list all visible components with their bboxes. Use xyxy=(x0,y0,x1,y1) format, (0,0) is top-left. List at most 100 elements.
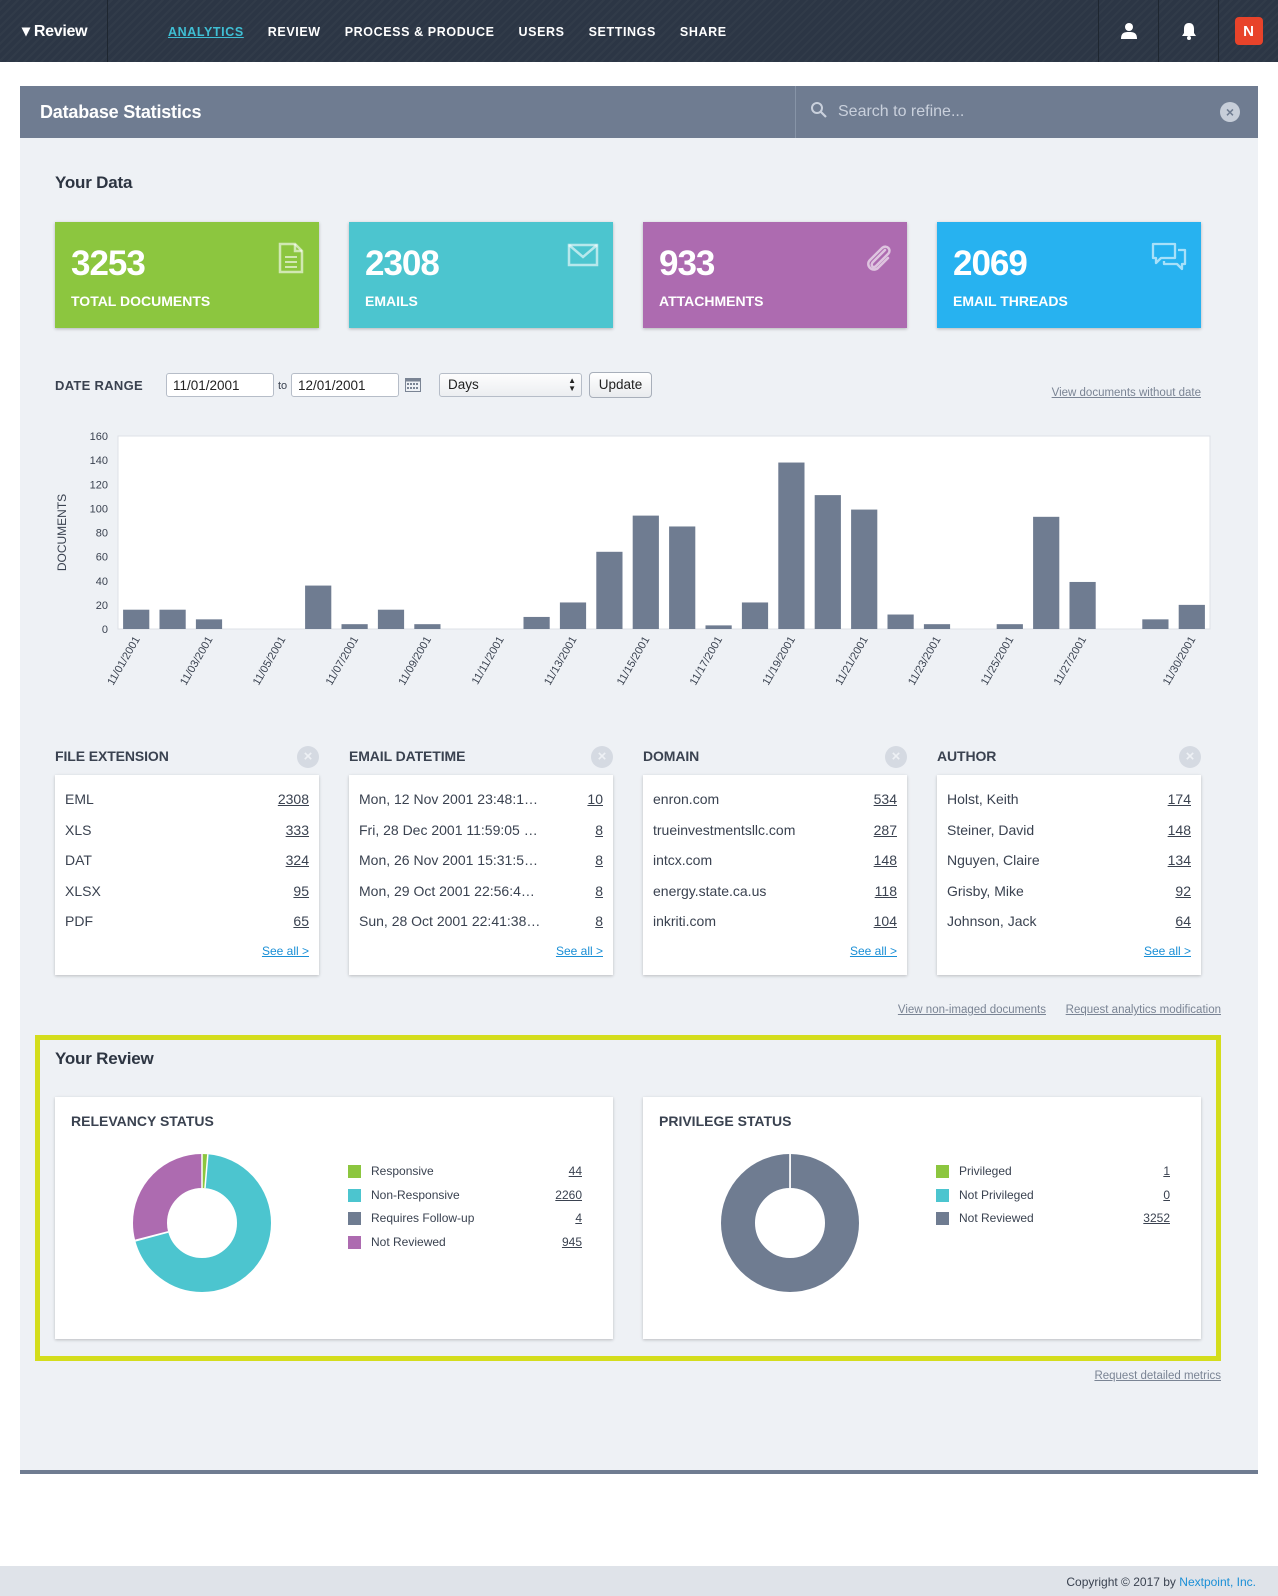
stat-label: EMAIL THREADS xyxy=(953,293,1068,309)
facet-row[interactable]: Sun, 28 Oct 2001 22:41:38… 8 xyxy=(359,913,603,933)
see-all-link[interactable]: See all > xyxy=(555,944,603,958)
see-all-link[interactable]: See all > xyxy=(849,944,897,958)
facet-count-link[interactable]: 174 xyxy=(1167,791,1191,807)
facet-header: FILE EXTENSION × xyxy=(55,746,319,768)
nav-analytics[interactable]: ANALYTICS xyxy=(168,25,244,39)
facet-count-link[interactable]: 534 xyxy=(873,791,897,807)
account-logo-button[interactable]: N xyxy=(1218,0,1278,62)
facet-row[interactable]: inkriti.com 104 xyxy=(653,913,897,933)
x-tick-label: 11/05/2001 xyxy=(251,635,289,688)
facet-row[interactable]: Holst, Keith 174 xyxy=(947,791,1191,811)
facet-count-link[interactable]: 2308 xyxy=(277,791,309,807)
facet-row[interactable]: XLSX 95 xyxy=(65,883,309,903)
facet-count-link[interactable]: 92 xyxy=(1175,882,1191,899)
facet-count-link[interactable]: 148 xyxy=(873,852,897,868)
chart-bar xyxy=(923,624,951,629)
legend-count-link[interactable]: 1 xyxy=(1163,1164,1170,1178)
calendar-icon[interactable] xyxy=(405,377,421,392)
chart-bar xyxy=(1178,604,1205,629)
nav-users[interactable]: USERS xyxy=(518,25,565,39)
facet-count-link[interactable]: 148 xyxy=(1167,821,1191,838)
clear-search-button[interactable]: × xyxy=(1220,102,1240,122)
legend-count-link[interactable]: 2260 xyxy=(555,1187,582,1202)
stat-card-emails[interactable]: 2308 EMAILS xyxy=(349,222,613,328)
facet-count-link[interactable]: 8 xyxy=(595,913,603,929)
facet-row[interactable]: DAT 324 xyxy=(65,852,309,872)
facet-count-link[interactable]: 134 xyxy=(1167,852,1191,868)
stat-card-email-threads[interactable]: 2069 EMAIL THREADS xyxy=(937,222,1201,328)
granularity-select[interactable]: Days ▲ ▼ xyxy=(439,373,582,397)
facet-count-link[interactable]: 10 xyxy=(587,791,603,807)
view-documents-without-date-link[interactable]: View documents without date xyxy=(1051,387,1201,399)
legend-count-link[interactable]: 0 xyxy=(1163,1187,1170,1202)
facet-count-link[interactable]: 64 xyxy=(1175,913,1191,929)
request-analytics-modification-link[interactable]: Request analytics modification xyxy=(1065,1004,1221,1016)
legend-count-link[interactable]: 44 xyxy=(568,1164,582,1178)
facet-count-link[interactable]: 118 xyxy=(874,882,897,899)
facet-row[interactable]: intcx.com 148 xyxy=(653,852,897,872)
date-from-input[interactable] xyxy=(166,373,274,397)
remove-facet-button[interactable]: × xyxy=(297,746,319,768)
chart-bar xyxy=(705,625,732,629)
nav-process-produce[interactable]: PROCESS & PRODUCE xyxy=(344,25,495,39)
notifications-button[interactable] xyxy=(1158,0,1218,62)
legend-label: Privileged xyxy=(959,1164,1012,1178)
remove-facet-button[interactable]: × xyxy=(1179,746,1201,768)
facet-count-link[interactable]: 8 xyxy=(595,852,603,868)
x-tick-label: 11/15/2001 xyxy=(615,635,653,688)
stat-card-total-documents[interactable]: 3253 TOTAL DOCUMENTS xyxy=(55,222,319,328)
app-switcher[interactable]: ▾ Review xyxy=(22,23,88,40)
request-detailed-metrics-link[interactable]: Request detailed metrics xyxy=(1094,1370,1221,1382)
nav-review[interactable]: REVIEW xyxy=(267,25,321,39)
nav-settings[interactable]: SETTINGS xyxy=(588,25,656,39)
company-link[interactable]: Nextpoint, Inc. xyxy=(1179,1575,1256,1589)
y-tick-label: 20 xyxy=(96,600,108,612)
facet-count-link[interactable]: 65 xyxy=(293,913,309,929)
facet-row[interactable]: PDF 65 xyxy=(65,913,309,933)
nav-share[interactable]: SHARE xyxy=(679,25,727,39)
see-all-link[interactable]: See all > xyxy=(1143,944,1191,958)
search-box: × xyxy=(795,86,1258,138)
remove-facet-button[interactable]: × xyxy=(591,746,613,768)
facet-row[interactable]: Fri, 28 Dec 2001 11:59:05 … 8 xyxy=(359,822,603,842)
chart-bar xyxy=(596,551,623,629)
y-tick-label: 120 xyxy=(90,479,108,491)
search-input[interactable] xyxy=(838,98,1208,126)
facet-value: Holst, Keith xyxy=(947,791,1019,807)
legend-count-link[interactable]: 4 xyxy=(575,1211,582,1225)
facet-row[interactable]: Steiner, David 148 xyxy=(947,822,1191,842)
nav-right-icons: N xyxy=(1098,0,1278,62)
legend-count-link[interactable]: 3252 xyxy=(1143,1211,1170,1225)
facet-count-link[interactable]: 287 xyxy=(873,821,897,838)
facet-row[interactable]: XLS 333 xyxy=(65,822,309,842)
facet-row[interactable]: Nguyen, Claire 134 xyxy=(947,852,1191,872)
facet-row[interactable]: energy.state.ca.us 118 xyxy=(653,883,897,903)
user-menu-button[interactable] xyxy=(1098,0,1158,62)
legend-count-link[interactable]: 945 xyxy=(561,1234,582,1249)
facet-row[interactable]: Mon, 29 Oct 2001 22:56:4… 8 xyxy=(359,883,603,903)
facet-value: energy.state.ca.us xyxy=(653,882,767,899)
facet-row[interactable]: Mon, 26 Nov 2001 15:31:5… 8 xyxy=(359,852,603,872)
facet-row[interactable]: Johnson, Jack 64 xyxy=(947,913,1191,933)
facet-count-link[interactable]: 95 xyxy=(293,882,309,899)
facet-row[interactable]: enron.com 534 xyxy=(653,791,897,811)
view-non-imaged-documents-link[interactable]: View non-imaged documents xyxy=(897,1004,1046,1016)
facet-row[interactable]: Grisby, Mike 92 xyxy=(947,883,1191,903)
facet-count-link[interactable]: 8 xyxy=(595,882,603,899)
facet-row[interactable]: trueinvestmentsllc.com 287 xyxy=(653,822,897,842)
facet-row[interactable]: EML 2308 xyxy=(65,791,309,811)
privilege-donut-chart xyxy=(721,1153,859,1292)
facet-count-link[interactable]: 333 xyxy=(285,821,309,838)
update-button[interactable]: Update xyxy=(589,372,652,398)
x-tick-label: 11/27/2001 xyxy=(1052,635,1090,688)
facet-count-link[interactable]: 324 xyxy=(285,852,309,868)
remove-facet-button[interactable]: × xyxy=(885,746,907,768)
facet-row[interactable]: Mon, 12 Nov 2001 23:48:1… 10 xyxy=(359,791,603,811)
stat-card-attachments[interactable]: 933 ATTACHMENTS xyxy=(643,222,907,328)
see-all-link[interactable]: See all > xyxy=(261,944,309,958)
date-to-input[interactable] xyxy=(291,373,399,397)
facet-count-link[interactable]: 104 xyxy=(873,913,897,929)
facet-count-link[interactable]: 8 xyxy=(595,821,603,838)
facet-list: Mon, 12 Nov 2001 23:48:1… 10 Fri, 28 Dec 2… xyxy=(349,775,613,975)
your-review-highlight xyxy=(35,1035,1221,1361)
